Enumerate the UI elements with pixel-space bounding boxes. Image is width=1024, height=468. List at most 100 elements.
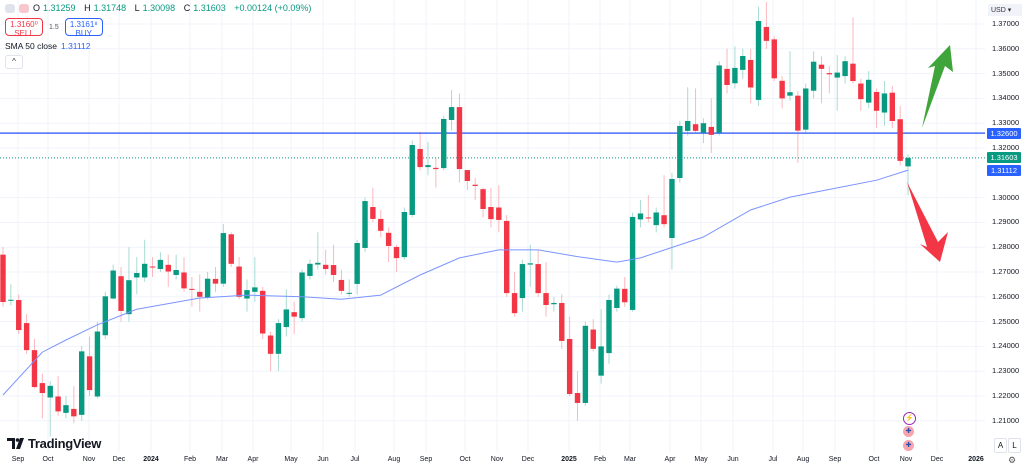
candle-body: [417, 148, 423, 168]
buy-button[interactable]: 1.3161⁸ BUY: [64, 18, 103, 38]
candle-body: [645, 217, 652, 219]
candle-body: [165, 264, 171, 272]
indicator-value: 1.31112: [60, 41, 91, 51]
candle: [118, 267, 124, 322]
candle-body: [291, 312, 297, 317]
candle-body: [574, 393, 581, 403]
candle-body: [669, 179, 675, 239]
candle-body: [197, 291, 203, 297]
candle-body: [873, 91, 880, 111]
candle: [338, 269, 345, 295]
candle: [559, 294, 565, 349]
candle-body: [409, 145, 415, 215]
candle-body: [102, 296, 109, 336]
flag-icon[interactable]: ✚: [903, 426, 914, 437]
lightning-icon[interactable]: ⚡: [903, 412, 916, 425]
candle-body: [63, 405, 69, 413]
candle-body: [456, 107, 463, 170]
candle-body: [228, 234, 234, 264]
candle: [653, 207, 659, 233]
candle: [8, 284, 14, 306]
candle: [393, 244, 400, 272]
candle-body: [401, 211, 408, 258]
grid: [0, 0, 985, 452]
date-tick: Sep: [419, 456, 433, 463]
candle: [842, 56, 848, 84]
candle-body: [787, 92, 793, 96]
candle: [708, 98, 714, 153]
candle-body: [724, 68, 730, 86]
candle: [23, 314, 30, 354]
candle: [622, 276, 628, 307]
candle-body: [732, 67, 738, 84]
candle: [441, 115, 447, 171]
price-tick: 1.27000: [992, 267, 1020, 276]
candle: [551, 296, 557, 312]
candle: [747, 48, 754, 104]
candle: [598, 309, 604, 384]
candle: [795, 90, 801, 163]
buy-price: 1.3161⁸: [69, 20, 98, 29]
candle: [165, 254, 171, 287]
gear-icon[interactable]: ⚙: [1008, 455, 1017, 465]
tradingview-logo[interactable]: TradingView: [7, 436, 101, 451]
price-chart[interactable]: [0, 0, 985, 452]
date-tick: Jul: [768, 456, 778, 463]
candle-body: [118, 276, 124, 311]
auto-scale-button[interactable]: A: [994, 438, 1007, 453]
candle: [417, 131, 423, 171]
price-tick: 1.35000: [992, 68, 1020, 78]
candle-body: [315, 262, 321, 265]
candle-body: [716, 65, 722, 133]
candle: [464, 170, 471, 191]
candle: [236, 257, 242, 300]
candle: [173, 254, 179, 280]
candle: [740, 48, 746, 79]
indicator-legend[interactable]: SMA 50 close 1.31112: [5, 41, 90, 51]
candle: [315, 232, 321, 270]
candles: [0, 1, 911, 437]
date-tick: Apr: [664, 456, 676, 463]
candle: [197, 274, 203, 312]
candle-body: [889, 92, 896, 121]
sma-price-tag: 1.31112: [987, 164, 1021, 176]
candle: [637, 200, 644, 228]
candle: [732, 46, 738, 89]
candle: [126, 247, 132, 322]
flag-icon[interactable]: ✚: [903, 440, 914, 451]
sell-button[interactable]: 1.3160⁰ SELL: [5, 18, 43, 38]
candle: [0, 247, 6, 307]
log-scale-button[interactable]: L: [1008, 438, 1021, 453]
minimize-icon[interactable]: [5, 3, 15, 13]
candle: [94, 321, 101, 399]
date-tick: Nov: [82, 456, 96, 463]
candle-body: [385, 232, 392, 246]
sell-label: SELL: [14, 29, 34, 38]
candle: [283, 289, 290, 337]
candle: [724, 48, 730, 94]
currency-selector[interactable]: USD ▾: [988, 4, 1022, 16]
candle-body: [850, 63, 856, 82]
candle: [275, 319, 282, 372]
candle-body: [322, 264, 329, 270]
candle-body: [779, 80, 785, 99]
candle: [181, 257, 187, 292]
tradingview-logo-icon: [7, 438, 24, 449]
candle-body: [47, 385, 53, 398]
collapse-legend-button[interactable]: ^: [5, 55, 23, 69]
high-value: 1.31748: [93, 3, 127, 13]
candle-body: [275, 323, 282, 354]
candle-body: [684, 120, 691, 131]
candle-body: [16, 300, 22, 331]
candle: [606, 294, 612, 364]
candle: [684, 87, 691, 136]
candle: [763, 1, 770, 49]
low-label: L: [134, 3, 140, 13]
date-tick: Apr: [247, 456, 259, 463]
candle: [503, 214, 510, 297]
date-tick: Feb: [593, 456, 607, 463]
close-chart-icon[interactable]: [19, 3, 29, 13]
price-tick: 1.33000: [992, 118, 1020, 128]
candle-body: [488, 207, 494, 220]
candle: [299, 269, 305, 322]
